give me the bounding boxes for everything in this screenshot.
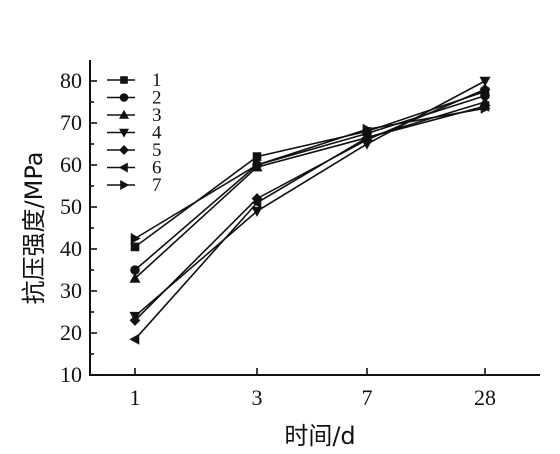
y-axis-title: 抗压强度/MPa [20, 152, 48, 305]
series-line [134, 90, 486, 248]
legend-label: 7 [152, 175, 162, 196]
y-tick-label: 40 [60, 236, 82, 261]
legend-item: 6 [107, 158, 162, 179]
legend-item: 1 [107, 70, 162, 91]
legend-marker [119, 93, 129, 102]
series-group [129, 76, 491, 345]
series-line [134, 101, 486, 279]
legend-item: 5 [107, 140, 162, 161]
y-tick-label: 60 [60, 152, 82, 177]
data-point [479, 76, 491, 87]
data-point [130, 242, 140, 252]
series-3 [129, 96, 491, 283]
series-5 [129, 83, 491, 326]
data-point [130, 232, 141, 245]
y-tick-label: 20 [60, 320, 82, 345]
data-point [479, 83, 491, 95]
legend-marker [118, 128, 130, 138]
data-point [252, 152, 262, 161]
series-line [134, 105, 486, 340]
legend-item: 4 [107, 123, 162, 144]
legend-label: 5 [152, 140, 162, 161]
data-point [252, 159, 263, 171]
y-tick-label: 10 [60, 362, 82, 387]
x-tick-label: 3 [252, 385, 263, 410]
series-line [134, 107, 486, 240]
x-tick-label: 28 [474, 385, 496, 410]
y-tick-label: 30 [60, 278, 82, 303]
data-point [129, 333, 140, 345]
x-tick-label: 1 [130, 385, 141, 410]
series-6 [129, 100, 490, 345]
y-tick-label: 70 [60, 110, 82, 135]
data-point [129, 314, 141, 326]
legend-marker [120, 179, 130, 191]
legend-marker [118, 109, 130, 119]
legend-label: 1 [152, 70, 162, 91]
legend-label: 3 [152, 105, 162, 126]
axes-group: 10 20 30 40 50 60 70 80 1 3 7 28 [60, 60, 540, 410]
legend-item: 7 [107, 175, 162, 196]
y-tick-label: 80 [60, 68, 82, 93]
y-tick-label: 50 [60, 194, 82, 219]
series-7 [130, 102, 491, 245]
legend-label: 2 [152, 88, 162, 109]
legend-label: 4 [152, 123, 162, 144]
data-point [361, 132, 372, 144]
x-tick-label: 7 [362, 385, 373, 410]
legend-marker [120, 76, 128, 84]
data-point [362, 123, 373, 135]
series-line [134, 88, 486, 321]
legend-item: 3 [107, 105, 162, 126]
legend-item: 2 [107, 88, 162, 109]
legend-marker [119, 145, 129, 155]
data-point [251, 206, 263, 217]
series-line [134, 80, 486, 317]
x-axis-title: 时间/d [284, 422, 355, 450]
data-point [480, 102, 491, 114]
data-point [129, 272, 141, 283]
series-line [134, 94, 486, 271]
legend-label: 6 [152, 158, 162, 179]
legend-marker [118, 162, 128, 173]
data-point [251, 197, 262, 209]
